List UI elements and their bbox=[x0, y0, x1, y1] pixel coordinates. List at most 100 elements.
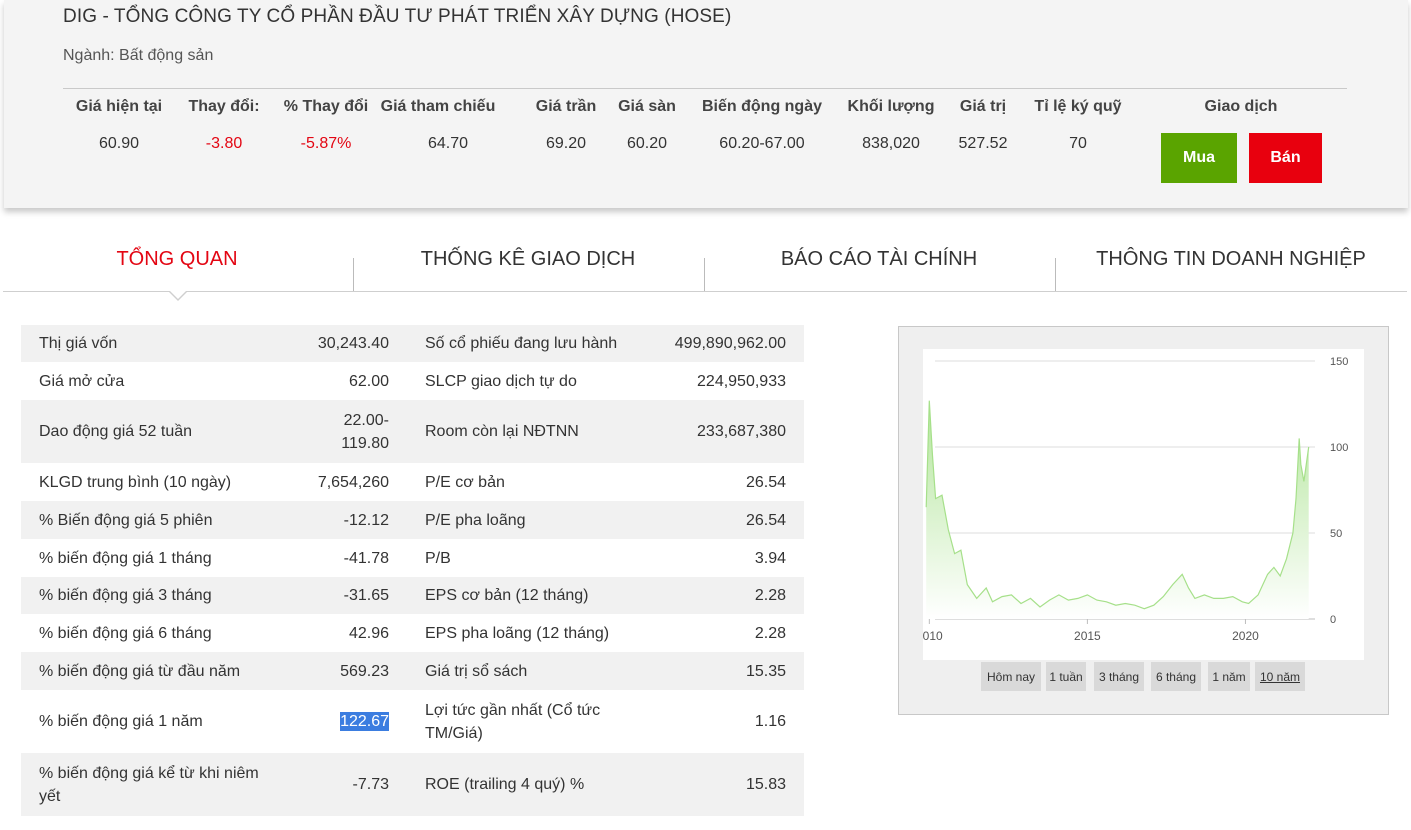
stat-value: 30,243.40 bbox=[291, 325, 407, 362]
quote-current-price: 60.90 bbox=[98, 135, 140, 152]
tab-separator bbox=[353, 258, 354, 291]
quote-header-margin-ratio: Tỉ lệ ký quỹ bbox=[1034, 98, 1122, 115]
price-chart: 0 50 100 150 2010 2015 2020 bbox=[923, 349, 1364, 660]
price-line bbox=[925, 400, 1310, 610]
table-row: Dao động giá 52 tuần 22.00-119.80 Room c… bbox=[21, 400, 804, 463]
tab-separator bbox=[1055, 258, 1056, 291]
stat-label: Giá trị sổ sách bbox=[407, 652, 643, 690]
company-title: DIG - TỔNG CÔNG TY CỔ PHẦN ĐẦU TƯ PHÁT T… bbox=[63, 6, 732, 27]
industry-label: Ngành: Bất động sản bbox=[63, 47, 214, 64]
y-tick-label: 50 bbox=[1330, 528, 1342, 540]
x-tick-label: 2010 bbox=[923, 629, 943, 643]
quote-header-ceiling-price: Giá trần bbox=[535, 98, 597, 115]
x-tick-label: 2015 bbox=[1074, 629, 1101, 643]
table-row: % biến động giá 1 năm 122.67 Lợi tức gần… bbox=[21, 690, 804, 753]
stat-label: % biến động giá từ đầu năm bbox=[21, 652, 291, 690]
stat-label: ROE (trailing 4 quý) % bbox=[407, 753, 643, 816]
quote-day-range: 60.20-67.00 bbox=[719, 135, 805, 152]
quote-reference-price: 64.70 bbox=[427, 135, 469, 152]
tab-trading-statistics[interactable]: THỐNG KÊ GIAO DỊCH bbox=[420, 248, 636, 270]
quote-margin-ratio: 70 bbox=[1069, 135, 1087, 152]
selected-stat-value: 122.67 bbox=[340, 712, 389, 731]
stat-label: P/E cơ bản bbox=[425, 473, 505, 491]
tab-separator bbox=[704, 258, 705, 291]
stat-value: 3.94 bbox=[754, 549, 786, 567]
stat-label: Số cổ phiếu đang lưu hành bbox=[407, 325, 643, 362]
stat-value: 569.23 bbox=[291, 652, 407, 690]
range-button-1-week[interactable]: 1 tuần bbox=[1046, 662, 1086, 691]
stat-label: SLCP giao dịch tự do bbox=[425, 372, 577, 390]
quote-header-value: Giá trị bbox=[959, 98, 1007, 115]
info-divider bbox=[63, 88, 1347, 89]
stat-value: 2.28 bbox=[643, 577, 804, 614]
price-chart-panel: 0 50 100 150 2010 2015 2020 Hôm nay 1 tuần 3 t… bbox=[898, 326, 1389, 715]
stat-label: Room còn lại NĐTNN bbox=[407, 400, 643, 463]
y-tick-label: 100 bbox=[1330, 442, 1348, 454]
stat-label: % biến động giá 1 năm bbox=[39, 713, 203, 730]
stat-value-cell: 122.67 bbox=[291, 690, 407, 753]
quote-ceiling-price: 69.20 bbox=[545, 135, 587, 152]
stat-value: 22.00-119.80 bbox=[291, 400, 407, 463]
range-button-6-months[interactable]: 6 tháng bbox=[1151, 662, 1201, 691]
stat-label: KLGD trung bình (10 ngày) bbox=[39, 473, 232, 491]
stat-value: -7.73 bbox=[291, 753, 407, 816]
stat-value: 15.35 bbox=[643, 652, 804, 690]
quote-header-trade: Giao dịch bbox=[1204, 98, 1278, 115]
stat-label: EPS cơ bản (12 tháng) bbox=[407, 577, 643, 614]
stat-label: % Biến động giá 5 phiên bbox=[21, 501, 291, 539]
quote-header-day-range: Biến động ngày bbox=[702, 98, 822, 115]
stat-value: -31.65 bbox=[291, 577, 407, 614]
quote-value: 527.52 bbox=[958, 135, 1008, 152]
stat-label: Thị giá vốn bbox=[21, 325, 291, 362]
table-row: % biến động giá 6 tháng 42.96 EPS pha lo… bbox=[21, 614, 804, 652]
quote-header-change: Thay đổi: bbox=[188, 98, 260, 115]
stat-label: % biến động giá 3 tháng bbox=[21, 577, 291, 614]
stat-value: 26.54 bbox=[745, 473, 786, 491]
stat-value: 224,950,933 bbox=[697, 372, 786, 390]
stat-value: 2.28 bbox=[754, 624, 786, 642]
stat-value: 15.83 bbox=[643, 753, 804, 816]
stat-value: 233,687,380 bbox=[643, 400, 804, 463]
table-row: KLGD trung bình (10 ngày) 7,654,260 P/E … bbox=[21, 463, 804, 501]
table-row: % biến động giá kể từ khi niêm yết -7.73… bbox=[21, 753, 804, 816]
table-row: Thị giá vốn 30,243.40 Số cổ phiếu đang l… bbox=[21, 325, 804, 362]
stat-label: % biến động giá 1 tháng bbox=[39, 549, 212, 567]
stat-label: Dao động giá 52 tuần bbox=[21, 400, 291, 463]
stat-value: 7,654,260 bbox=[317, 473, 389, 491]
active-tab-indicator-inner bbox=[169, 290, 187, 299]
table-row: % biến động giá từ đầu năm 569.23 Giá tr… bbox=[21, 652, 804, 690]
stat-value: 42.96 bbox=[348, 624, 389, 642]
quote-header-current-price: Giá hiện tại bbox=[75, 98, 163, 115]
quote-percent-change: -5.87% bbox=[300, 135, 352, 152]
y-tick-label: 0 bbox=[1330, 614, 1336, 626]
tab-overview[interactable]: TỔNG QUAN bbox=[116, 248, 238, 270]
stat-value: 26.54 bbox=[643, 501, 804, 539]
quote-header-percent-change: % Thay đổi bbox=[283, 98, 369, 115]
tab-bar: TỔNG QUAN THỐNG KÊ GIAO DỊCH BÁO CÁO TÀI… bbox=[3, 228, 1407, 301]
stat-label: % biến động giá kể từ khi niêm yết bbox=[21, 753, 291, 816]
range-button-3-months[interactable]: 3 tháng bbox=[1094, 662, 1144, 691]
stat-label: EPS pha loãng (12 tháng) bbox=[425, 624, 610, 642]
quote-volume: 838,020 bbox=[862, 135, 920, 152]
range-button-10-years[interactable]: 10 năm bbox=[1255, 662, 1305, 691]
x-tick-label: 2020 bbox=[1232, 629, 1259, 643]
stat-value: 499,890,962.00 bbox=[643, 325, 804, 362]
stat-value: -12.12 bbox=[291, 501, 407, 539]
stat-label: Lợi tức gần nhất (Cổ tức TM/Giá) bbox=[425, 701, 601, 742]
range-button-today[interactable]: Hôm nay bbox=[981, 662, 1041, 691]
tab-financial-reports[interactable]: BÁO CÁO TÀI CHÍNH bbox=[780, 248, 978, 270]
stat-label: % biến động giá 6 tháng bbox=[39, 624, 212, 642]
overview-stats-table: Thị giá vốn 30,243.40 Số cổ phiếu đang l… bbox=[21, 325, 804, 816]
quote-floor-price: 60.20 bbox=[626, 135, 668, 152]
quote-header-reference-price: Giá tham chiếu bbox=[380, 98, 496, 115]
table-row: % Biến động giá 5 phiên -12.12 P/E pha l… bbox=[21, 501, 804, 539]
stat-value: -41.78 bbox=[343, 549, 389, 567]
tab-company-info[interactable]: THÔNG TIN DOANH NGHIỆP bbox=[1096, 248, 1366, 270]
sell-button[interactable]: Bán bbox=[1249, 133, 1322, 183]
range-button-1-year[interactable]: 1 năm bbox=[1208, 662, 1250, 691]
price-area bbox=[926, 400, 1309, 619]
y-tick-label: 150 bbox=[1330, 356, 1348, 368]
buy-button[interactable]: Mua bbox=[1161, 133, 1237, 183]
stock-info-card: DIG - TỔNG CÔNG TY CỔ PHẦN ĐẦU TƯ PHÁT T… bbox=[4, 0, 1408, 208]
quote-change: -3.80 bbox=[205, 135, 243, 152]
